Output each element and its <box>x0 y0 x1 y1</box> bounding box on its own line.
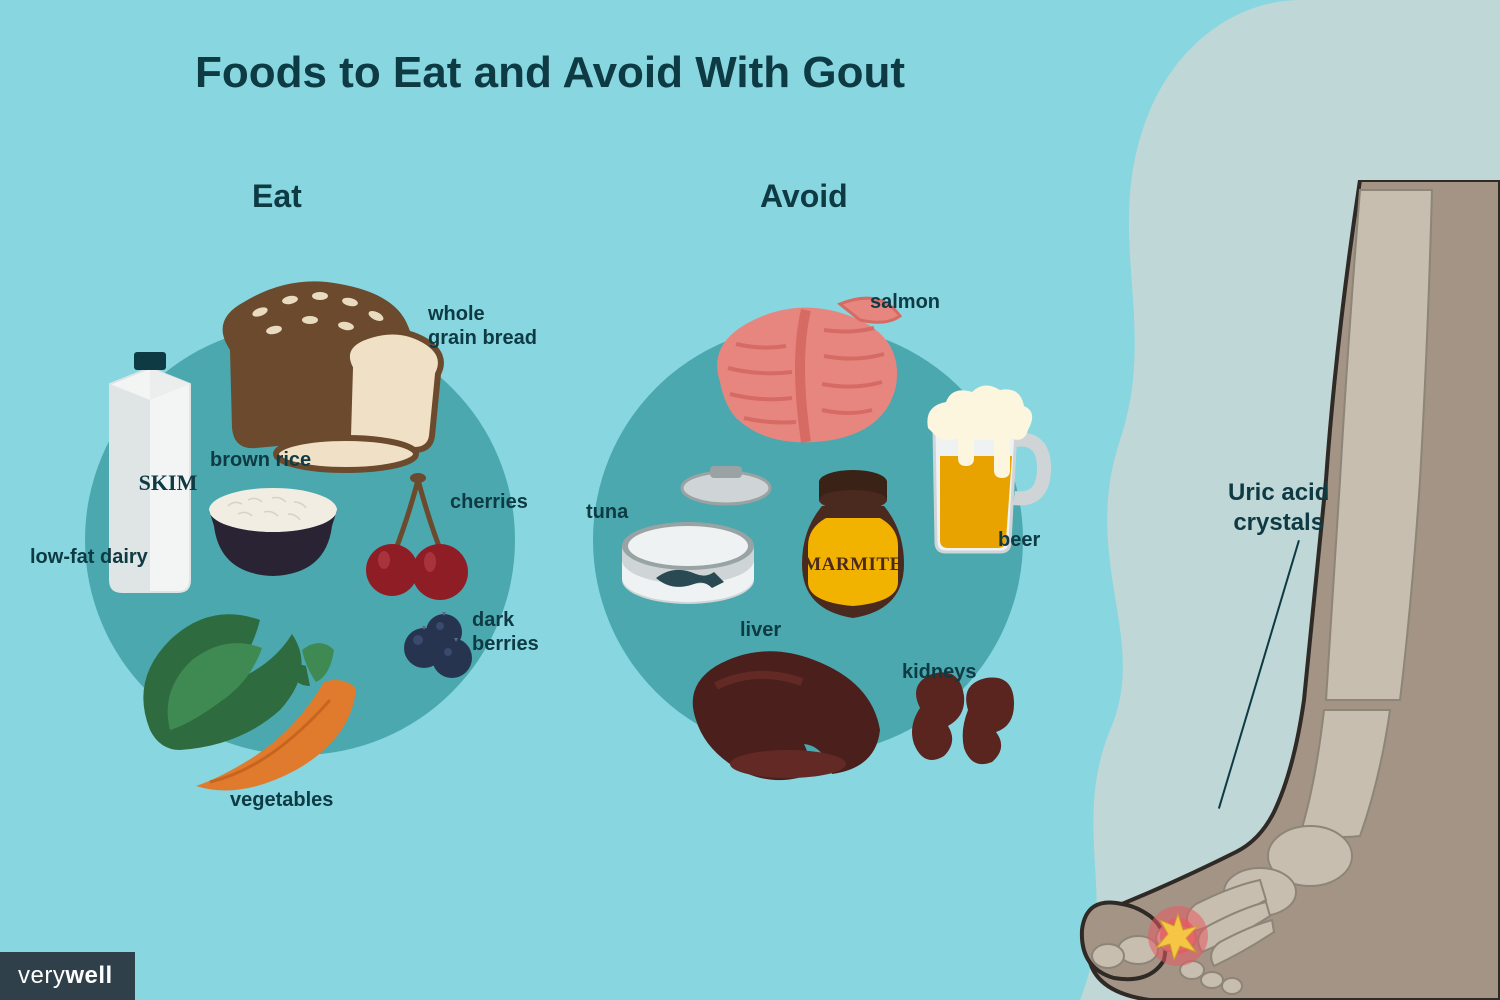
page-title: Foods to Eat and Avoid With Gout <box>0 48 1100 98</box>
cherries-icon <box>364 468 484 608</box>
tuna-can-icon <box>616 460 786 620</box>
brown-rice-label: brown rice <box>210 448 311 472</box>
rice-bowl-icon <box>198 476 348 586</box>
foot-xray-icon <box>1060 180 1500 1000</box>
vegetables-label: vegetables <box>230 788 333 812</box>
bread-icon <box>200 268 460 478</box>
avoid-section-title: Avoid <box>760 178 848 215</box>
salmon-icon <box>700 290 910 450</box>
low-fat-dairy-label: low-fat dairy <box>30 545 148 569</box>
svg-text:MARMITE: MARMITE <box>803 554 903 575</box>
liver-icon <box>676 636 896 786</box>
marmite-jar-icon: MARMITE <box>788 460 918 630</box>
vegetables-icon <box>120 590 420 810</box>
uric-acid-crystals-label: Uric acidcrystals <box>1228 478 1329 538</box>
eat-section-title: Eat <box>252 178 302 215</box>
kidneys-label: kidneys <box>902 660 976 684</box>
liver-label: liver <box>740 618 781 642</box>
beer-label: beer <box>998 528 1040 552</box>
brand-logo: verywell <box>0 952 135 1000</box>
cherries-label: cherries <box>450 490 528 514</box>
whole-grain-bread-label: wholegrain bread <box>428 302 537 350</box>
tuna-label: tuna <box>586 500 628 524</box>
dark-berries-label: darkberries <box>472 608 539 656</box>
salmon-label: salmon <box>870 290 940 314</box>
svg-text:SKIM: SKIM <box>139 470 198 495</box>
